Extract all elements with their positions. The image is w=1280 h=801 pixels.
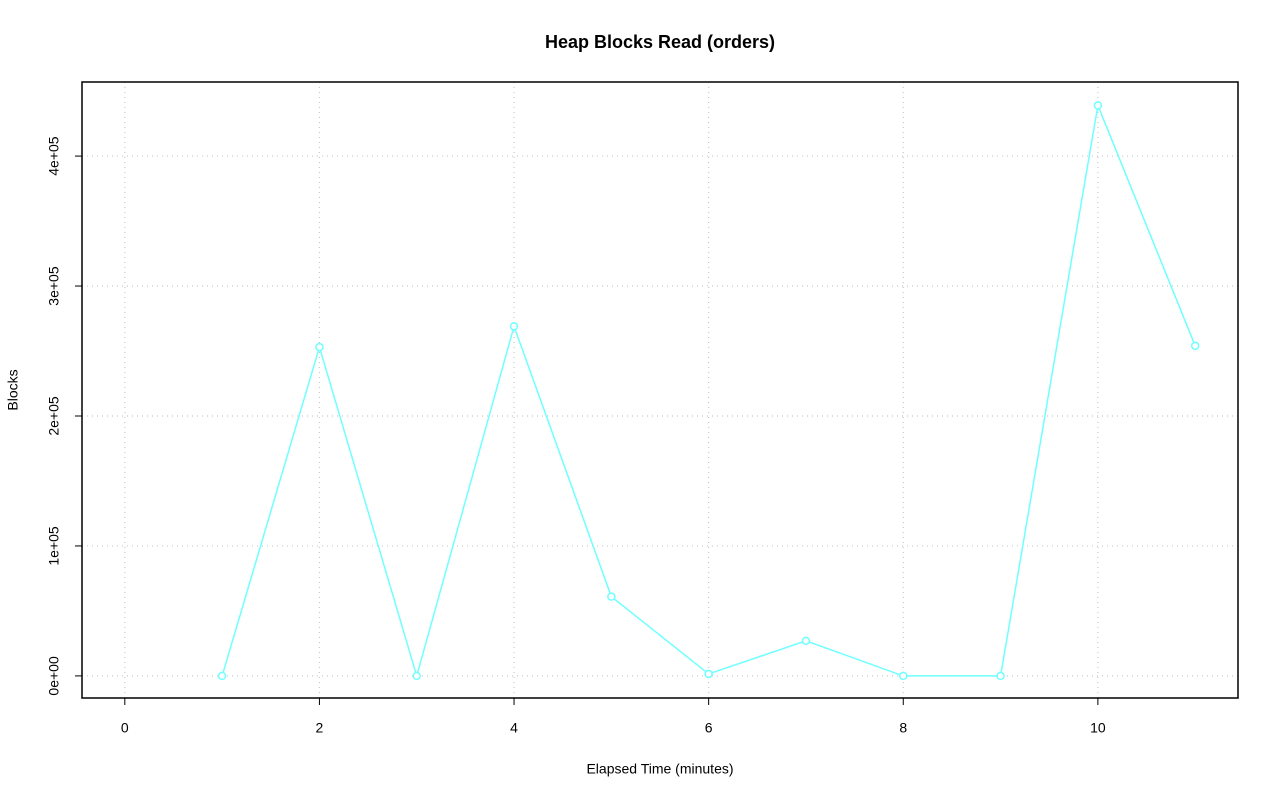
series-line: [221, 102, 1196, 679]
y-tick-label: 3e+05: [46, 266, 62, 306]
y-tick-label: 4e+05: [46, 136, 62, 176]
y-tick-label: 2e+05: [46, 396, 62, 436]
y-tick-label: 0e+00: [46, 656, 62, 696]
data-point: [801, 636, 811, 646]
data-point: [607, 592, 616, 601]
data-point: [996, 671, 1005, 681]
data-point: [509, 322, 519, 331]
x-tick-label: 10: [1090, 720, 1106, 736]
x-tick-label: 6: [705, 720, 713, 736]
x-tick-label: 0: [121, 720, 129, 736]
x-tick-label: 8: [899, 720, 907, 736]
data-point: [704, 669, 713, 679]
data-point: [412, 671, 421, 681]
x-tick-label: 4: [510, 720, 518, 736]
data-point: [315, 342, 324, 352]
y-axis-label: Blocks: [5, 369, 21, 410]
x-tick-label: 2: [316, 720, 324, 736]
x-axis-label: Elapsed Time (minutes): [586, 761, 733, 777]
data-point: [1190, 341, 1200, 351]
data-point: [217, 671, 227, 681]
y-tick-label: 1e+05: [46, 526, 62, 566]
data-point: [899, 671, 908, 681]
data-point: [1093, 101, 1103, 110]
chart-title: Heap Blocks Read (orders): [545, 32, 775, 52]
plot-frame: [81, 81, 1239, 699]
